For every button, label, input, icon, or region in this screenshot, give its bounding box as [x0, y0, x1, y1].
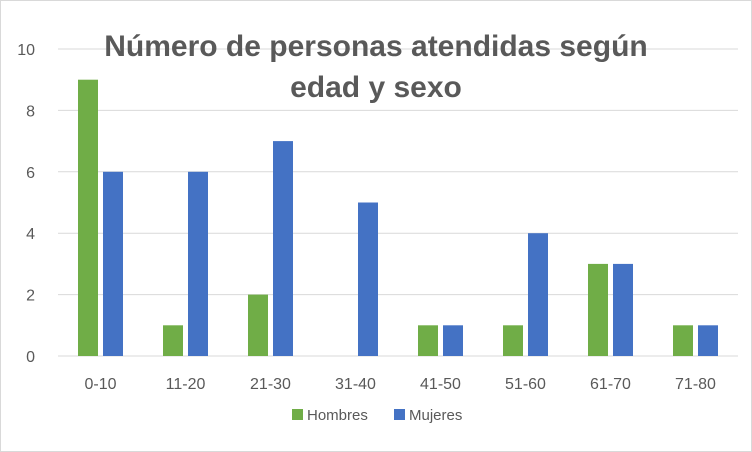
x-tick-label: 0-10 — [84, 376, 116, 393]
chart-title: Número de personas atendidas según edad … — [104, 30, 647, 104]
x-tick-label: 61-70 — [590, 376, 631, 393]
bar-mujeres-0-10 — [103, 171, 123, 356]
bar-hombres-51-60 — [503, 325, 523, 356]
y-axis-ticks: 0 2 4 6 8 10 — [17, 42, 35, 366]
y-tick-label: 2 — [26, 288, 35, 305]
x-tick-label: 11-20 — [166, 376, 206, 393]
bar-mujeres-11-20 — [188, 171, 208, 356]
x-tick-label: 31-40 — [335, 376, 376, 393]
bar-hombres-71-80 — [673, 325, 693, 356]
bars — [78, 79, 718, 356]
bar-hombres-0-10 — [78, 79, 98, 356]
x-tick-label: 51-60 — [505, 376, 546, 393]
legend: Hombres Mujeres — [292, 407, 462, 424]
legend-label-mujeres: Mujeres — [409, 407, 462, 424]
y-tick-label: 4 — [26, 226, 35, 243]
bar-mujeres-21-30 — [273, 141, 293, 356]
legend-swatch-mujeres — [394, 409, 405, 420]
chart-title-line-1: Número de personas atendidas según — [104, 30, 647, 63]
bar-hombres-11-20 — [163, 325, 183, 356]
bar-hombres-61-70 — [588, 263, 608, 356]
x-tick-label: 21-30 — [250, 376, 291, 393]
bar-mujeres-51-60 — [528, 233, 548, 356]
bar-hombres-21-30 — [248, 294, 268, 356]
legend-label-hombres: Hombres — [307, 407, 368, 424]
y-tick-label: 6 — [26, 165, 35, 182]
bar-hombres-41-50 — [418, 325, 438, 356]
bar-mujeres-31-40 — [358, 202, 378, 356]
x-tick-label: 71-80 — [675, 376, 716, 393]
bar-mujeres-41-50 — [443, 325, 463, 356]
bar-mujeres-71-80 — [698, 325, 718, 356]
y-tick-label: 8 — [26, 103, 35, 120]
x-axis-ticks: 0-10 11-20 21-30 31-40 41-50 51-60 61-70 71-80 — [84, 376, 716, 393]
y-tick-label: 0 — [26, 349, 35, 366]
legend-swatch-hombres — [292, 409, 303, 420]
y-tick-label: 10 — [17, 42, 35, 59]
chart-title-line-2: edad y sexo — [290, 71, 462, 104]
bar-mujeres-61-70 — [613, 263, 633, 356]
x-tick-label: 41-50 — [420, 376, 461, 393]
